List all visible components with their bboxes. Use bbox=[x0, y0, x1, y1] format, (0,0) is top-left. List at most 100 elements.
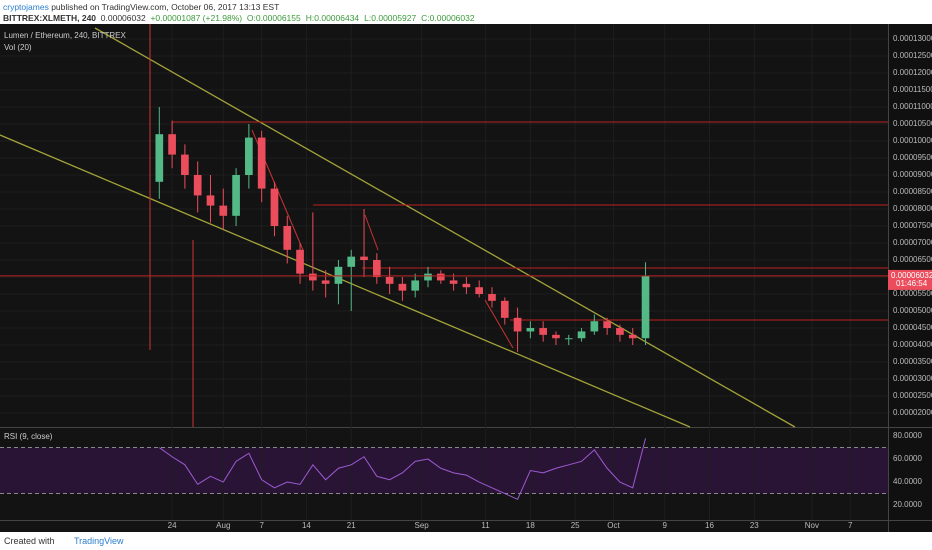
price-label: 0.00006032 bbox=[891, 271, 932, 280]
y-tick-label: 0.00004000 bbox=[893, 340, 932, 349]
drawings bbox=[0, 24, 888, 428]
candle-body bbox=[309, 273, 317, 281]
x-tick-label: Nov bbox=[805, 521, 819, 530]
candle-body bbox=[513, 317, 522, 332]
price-box bbox=[888, 269, 932, 290]
candle-body bbox=[270, 188, 279, 227]
y-tick-label: 0.00002000 bbox=[893, 408, 932, 417]
candle-body bbox=[552, 334, 560, 339]
x-tick-label: Sep bbox=[414, 521, 429, 530]
candle-body bbox=[321, 280, 330, 284]
candle-body bbox=[628, 334, 637, 339]
y-tick-label: 0.00004500 bbox=[893, 323, 932, 332]
x-tick-label: 7 bbox=[259, 521, 264, 530]
candle-body bbox=[462, 283, 471, 288]
candle-body bbox=[232, 174, 240, 216]
last: 0.00006032 bbox=[100, 13, 146, 23]
candle-body bbox=[577, 331, 586, 339]
candle-body bbox=[500, 300, 509, 318]
candle-body bbox=[603, 321, 611, 329]
x-tick-label: 9 bbox=[662, 521, 667, 530]
candle-body bbox=[193, 174, 202, 196]
volume-label: Vol (20) bbox=[4, 43, 32, 52]
y-tick-label: 0.00007000 bbox=[893, 238, 932, 247]
y-tick-label: 20.0000 bbox=[893, 500, 922, 509]
candle-body bbox=[564, 338, 573, 340]
x-tick-label: 25 bbox=[571, 521, 580, 530]
y-tick-label: 0.00013000 bbox=[893, 34, 932, 43]
x-tick-label: 11 bbox=[481, 521, 490, 530]
chart-title: Lumen / Ethereum, 240, BITTREX bbox=[4, 31, 126, 40]
ohlc-value: L:0.00005927 bbox=[364, 13, 417, 23]
candle-body bbox=[283, 226, 292, 250]
candle-body bbox=[360, 256, 368, 261]
footer: Created with TradingView bbox=[0, 532, 932, 550]
y-tick-label: 0.00008500 bbox=[893, 187, 932, 196]
candle-body bbox=[398, 283, 407, 291]
y-tick-label: 40.0000 bbox=[893, 477, 922, 486]
published: published on TradingView.com, October 06… bbox=[51, 2, 280, 12]
x-tick-label: 21 bbox=[347, 521, 356, 530]
y-tick-label: 0.00010000 bbox=[893, 136, 932, 145]
candle-body bbox=[168, 134, 176, 155]
candle-body bbox=[449, 280, 458, 284]
trend-line bbox=[94, 27, 796, 428]
y-tick-label: 0.00011500 bbox=[893, 85, 932, 94]
y-tick-label: 0.00011000 bbox=[893, 102, 932, 111]
y-tick-label: 0.00012000 bbox=[893, 68, 932, 77]
x-tick-label: 7 bbox=[848, 521, 853, 530]
chart: Lumen / Ethereum, 240, BITTREX Vol (20) … bbox=[0, 24, 932, 532]
x-tick-label: 18 bbox=[526, 521, 535, 530]
author[interactable]: cryptojames bbox=[3, 2, 49, 12]
candle-body bbox=[155, 134, 164, 182]
candle-body bbox=[206, 195, 215, 206]
rsi-band bbox=[0, 447, 888, 494]
candle-body bbox=[257, 137, 266, 189]
arrow bbox=[364, 214, 379, 251]
y-tick-label: 0.00009000 bbox=[893, 170, 932, 179]
candle-body bbox=[347, 256, 356, 267]
candle-body bbox=[181, 154, 189, 175]
y-tick-label: 60.0000 bbox=[893, 454, 922, 463]
countdown: 01:46:54 bbox=[896, 279, 928, 288]
x-tick-label: 24 bbox=[168, 521, 177, 530]
candle-body bbox=[539, 328, 548, 335]
ohlc-value: C:0.00006032 bbox=[421, 13, 475, 23]
x-tick-label: Oct bbox=[607, 521, 620, 530]
trend-line bbox=[0, 134, 691, 428]
change: +0.00001087 (+21.98%) bbox=[150, 13, 243, 23]
symbol-line: BITTREX:XLMETH, 240 0.00006032 +0.000010… bbox=[3, 13, 480, 23]
candle-body bbox=[526, 328, 535, 332]
brand[interactable]: TradingView bbox=[74, 536, 124, 546]
candle-body bbox=[424, 273, 432, 281]
candle-body bbox=[436, 273, 445, 281]
arrow bbox=[484, 299, 514, 349]
y-tick-label: 0.00007500 bbox=[893, 221, 932, 230]
candle-body bbox=[219, 205, 228, 216]
candle-body bbox=[411, 280, 420, 291]
y-tick-label: 0.00003000 bbox=[893, 374, 932, 383]
ohlc-value: H:0.00006434 bbox=[305, 13, 360, 23]
x-tick-label: 14 bbox=[302, 521, 311, 530]
y-tick-label: 80.0000 bbox=[893, 431, 922, 440]
y-tick-label: 0.00005000 bbox=[893, 306, 932, 315]
candle-body bbox=[475, 287, 484, 295]
y-tick-label: 0.00006500 bbox=[893, 255, 932, 264]
y-tick-label: 0.00009500 bbox=[893, 153, 932, 162]
candle-body bbox=[641, 275, 650, 339]
y-tick-label: 0.00003500 bbox=[893, 357, 932, 366]
y-tick-label: 0.00002500 bbox=[893, 391, 932, 400]
ohlc-value: O:0.00006155 bbox=[246, 13, 301, 23]
candle-body bbox=[590, 321, 599, 332]
symbol: BITTREX:XLMETH, 240 bbox=[3, 13, 97, 23]
candle-body bbox=[334, 266, 343, 284]
candle-body bbox=[616, 328, 624, 335]
candle-body bbox=[488, 294, 496, 301]
header: cryptojames published on TradingView.com… bbox=[0, 0, 932, 24]
created-with: Created with bbox=[4, 536, 55, 546]
x-tick-label: 16 bbox=[705, 521, 714, 530]
y-tick-label: 0.00010500 bbox=[893, 119, 932, 128]
x-tick-label: 23 bbox=[750, 521, 759, 530]
y-tick-label: 0.00008000 bbox=[893, 204, 932, 213]
